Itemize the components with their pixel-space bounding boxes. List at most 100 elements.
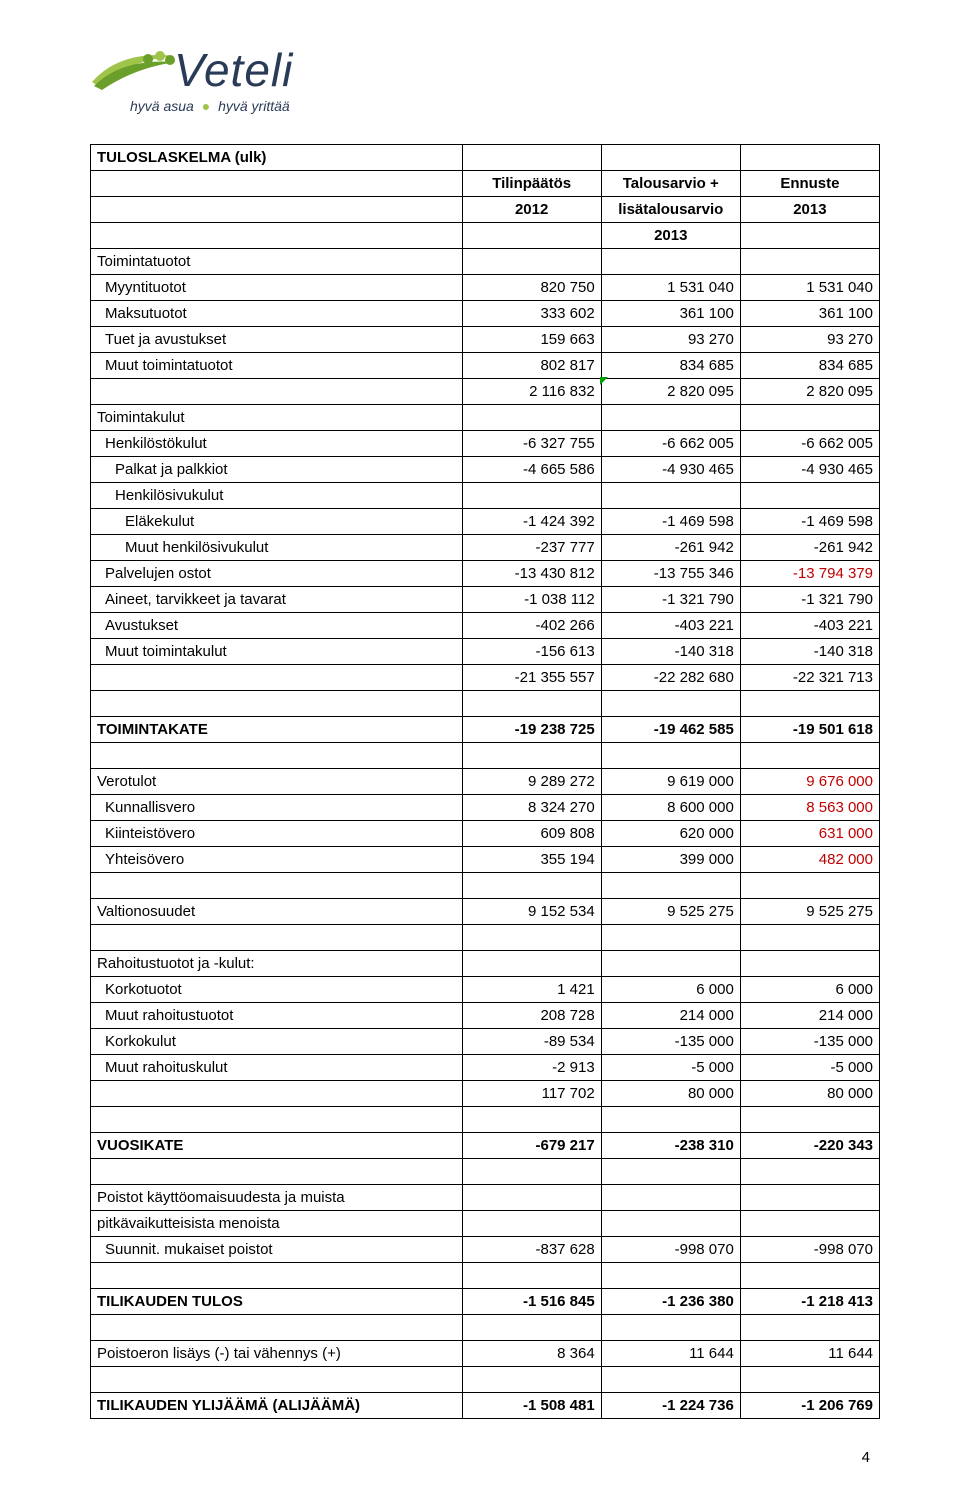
table-cell [462, 873, 601, 899]
table-cell [740, 1315, 879, 1341]
table-row: Aineet, tarvikkeet ja tavarat-1 038 112-… [91, 587, 880, 613]
table-cell [601, 873, 740, 899]
table-cell [91, 1107, 463, 1133]
table-row [91, 1367, 880, 1393]
table-row: Poistoeron lisäys (-) tai vähennys (+)8 … [91, 1341, 880, 1367]
table-row: Muut toimintakulut-156 613-140 318-140 3… [91, 639, 880, 665]
table-cell: Toimintatuotot [91, 249, 463, 275]
table-cell: -140 318 [740, 639, 879, 665]
tagline-part-b: hyvä yrittää [218, 98, 290, 114]
table-cell: -6 662 005 [740, 431, 879, 457]
table-row: Toimintakulut [91, 405, 880, 431]
table-cell: 9 525 275 [740, 899, 879, 925]
table-cell [740, 145, 879, 171]
table-cell [91, 171, 463, 197]
table-cell: 117 702 [462, 1081, 601, 1107]
table-cell: 2013 [740, 197, 879, 223]
table-row: Korkokulut-89 534-135 000-135 000 [91, 1029, 880, 1055]
table-cell: -5 000 [601, 1055, 740, 1081]
table-row [91, 1159, 880, 1185]
table-cell: -237 777 [462, 535, 601, 561]
table-cell: 2 116 832 [462, 379, 601, 405]
table-cell [91, 1081, 463, 1107]
table-cell: 8 364 [462, 1341, 601, 1367]
table-row: Muut henkilösivukulut-237 777-261 942-26… [91, 535, 880, 561]
table-cell: 1 421 [462, 977, 601, 1003]
table-cell: Talousarvio + [601, 171, 740, 197]
table-cell: 802 817 [462, 353, 601, 379]
table-cell [91, 1367, 463, 1393]
table-cell: Muut toimintatuotot [91, 353, 463, 379]
table-cell [740, 249, 879, 275]
table-cell: TILIKAUDEN TULOS [91, 1289, 463, 1315]
table-cell: -1 224 736 [601, 1393, 740, 1419]
table-cell: 609 808 [462, 821, 601, 847]
table-cell: 2 820 095 [740, 379, 879, 405]
table-cell [462, 1107, 601, 1133]
table-cell: 1 531 040 [601, 275, 740, 301]
table-cell [740, 1211, 879, 1237]
table-cell: Maksutuotot [91, 301, 463, 327]
table-cell [740, 951, 879, 977]
table-row: Suunnit. mukaiset poistot-837 628-998 07… [91, 1237, 880, 1263]
table-row: Henkilösivukulut [91, 483, 880, 509]
table-cell [462, 1185, 601, 1211]
table-cell [91, 197, 463, 223]
table-cell [91, 223, 463, 249]
table-cell: -837 628 [462, 1237, 601, 1263]
table-cell: 214 000 [601, 1003, 740, 1029]
table-row: 2013 [91, 223, 880, 249]
table-cell: 9 676 000 [740, 769, 879, 795]
table-cell: -21 355 557 [462, 665, 601, 691]
table-cell [91, 379, 463, 405]
table-cell: 2012 [462, 197, 601, 223]
table-cell: 834 685 [601, 353, 740, 379]
table-row: Kunnallisvero8 324 2708 600 0008 563 000 [91, 795, 880, 821]
table-cell: -6 327 755 [462, 431, 601, 457]
income-statement-table: TULOSLASKELMA (ulk)TilinpäätösTalousarvi… [90, 144, 880, 1419]
table-cell [601, 743, 740, 769]
table-cell: TILIKAUDEN YLIJÄÄMÄ (ALIJÄÄMÄ) [91, 1393, 463, 1419]
table-cell: 208 728 [462, 1003, 601, 1029]
table-cell: -6 662 005 [601, 431, 740, 457]
table-row: Tuet ja avustukset159 66393 27093 270 [91, 327, 880, 353]
table-cell [601, 1367, 740, 1393]
table-cell: -1 321 790 [740, 587, 879, 613]
table-cell: Tuet ja avustukset [91, 327, 463, 353]
table-cell: Suunnit. mukaiset poistot [91, 1237, 463, 1263]
table-cell: -140 318 [601, 639, 740, 665]
table-row [91, 743, 880, 769]
table-cell: 399 000 [601, 847, 740, 873]
table-cell: 2013 [601, 223, 740, 249]
table-cell: Eläkekulut [91, 509, 463, 535]
table-row: 2 116 8322 820 0952 820 095 [91, 379, 880, 405]
table-cell: -4 665 586 [462, 457, 601, 483]
table-cell: Muut toimintakulut [91, 639, 463, 665]
table-cell: 361 100 [601, 301, 740, 327]
table-cell: -135 000 [740, 1029, 879, 1055]
table-cell [462, 249, 601, 275]
table-cell: -261 942 [601, 535, 740, 561]
table-cell [601, 1211, 740, 1237]
table-cell: 9 289 272 [462, 769, 601, 795]
table-cell [740, 223, 879, 249]
table-cell: Korkokulut [91, 1029, 463, 1055]
table-cell: 8 563 000 [740, 795, 879, 821]
table-cell: 8 600 000 [601, 795, 740, 821]
table-cell: 1 531 040 [740, 275, 879, 301]
table-cell [740, 483, 879, 509]
table-cell: Avustukset [91, 613, 463, 639]
table-cell: 93 270 [740, 327, 879, 353]
table-cell [601, 925, 740, 951]
table-cell: lisätalousarvio [601, 197, 740, 223]
table-cell: -4 930 465 [601, 457, 740, 483]
table-cell: -4 930 465 [740, 457, 879, 483]
table-cell: 6 000 [740, 977, 879, 1003]
table-cell: -13 755 346 [601, 561, 740, 587]
table-row: TilinpäätösTalousarvio +Ennuste [91, 171, 880, 197]
table-row [91, 1315, 880, 1341]
table-row [91, 691, 880, 717]
table-cell [601, 1185, 740, 1211]
table-cell: Muut rahoituskulut [91, 1055, 463, 1081]
table-row: Muut rahoituskulut-2 913-5 000-5 000 [91, 1055, 880, 1081]
